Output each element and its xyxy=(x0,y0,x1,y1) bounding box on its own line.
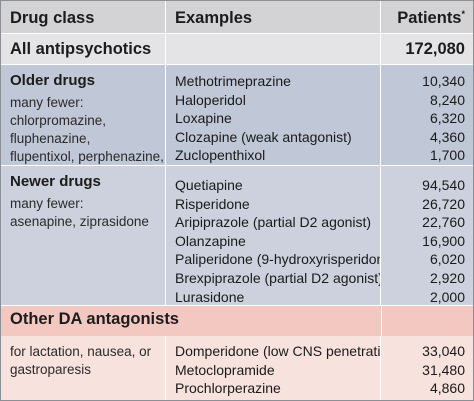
all-antipsychotics-patients: 172,080 xyxy=(405,40,465,58)
other-note-line: gastroparesis xyxy=(10,362,92,377)
older-drugs-class-cell: Older drugs many fewer: chlorpromazine, f… xyxy=(1,65,166,165)
older-drugs-note: many fewer: chlorpromazine, fluphenazine,… xyxy=(10,94,165,165)
older-drug-patients: 8,240 xyxy=(429,91,465,108)
all-antipsychotics-examples xyxy=(166,34,381,64)
older-drug-patients: 10,340 xyxy=(422,73,465,89)
newer-drug-example: Risperidone xyxy=(175,195,250,212)
older-drug-example: Clozapine (weak antagonist) xyxy=(175,128,352,145)
other-da-antagonists-examples: Domperidone (low CNS penetration) Metoclo… xyxy=(166,336,381,400)
newer-drug-patients: 26,720 xyxy=(422,195,465,212)
newer-drugs-note-line: asenapine, ziprasidone xyxy=(10,214,149,229)
footnote-mark: * xyxy=(461,9,465,19)
other-da-antagonists-note: for lactation, nausea, or gastroparesis xyxy=(1,336,166,400)
older-drug-example: Methotrimeprazine xyxy=(175,73,291,89)
newer-drug-patients: 16,900 xyxy=(422,232,465,249)
newer-drugs-row: Newer drugs many fewer: asenapine, zipras… xyxy=(1,166,473,306)
newer-drug-example: Quetiapine xyxy=(175,177,243,193)
header-patients-label: Patients xyxy=(397,9,462,27)
header-examples: Examples xyxy=(166,1,381,33)
other-drug-example: Metoclopramide xyxy=(175,361,275,378)
older-drugs-label: Older drugs xyxy=(10,72,96,89)
newer-drug-example: Olanzapine xyxy=(175,232,246,249)
other-drug-example: Domperidone (low CNS penetration) xyxy=(175,343,381,359)
older-drug-example: Haloperidol xyxy=(175,91,246,108)
other-drug-patients: 33,040 xyxy=(422,343,465,359)
header-patients: Patients* xyxy=(381,1,473,33)
newer-drug-patients: 2,920 xyxy=(429,269,465,286)
newer-drug-example: Aripiprazole (partial D2 agonist) xyxy=(175,214,372,231)
newer-drugs-label: Newer drugs xyxy=(10,173,101,190)
all-antipsychotics-row: All antipsychotics 172,080 xyxy=(1,34,473,65)
newer-drug-example: Lurasidone xyxy=(175,288,245,305)
other-note-line: for lactation, nausea, or xyxy=(10,344,152,359)
older-drugs-note-line: flupentixol, perphenazine, xyxy=(10,149,164,164)
newer-drugs-patients: 94,540 26,720 22,760 16,900 6,020 2,920 2,000 xyxy=(381,166,473,305)
other-da-antagonists-patient-counts: 33,040 31,480 4,860 xyxy=(381,336,473,400)
newer-drugs-note: many fewer: asenapine, ziprasidone xyxy=(10,195,165,231)
newer-drug-example: Paliperidone (9-hydroxyrisperidone) xyxy=(175,251,381,268)
newer-drug-patients: 2,000 xyxy=(429,288,465,305)
newer-drug-patients: 94,540 xyxy=(422,177,465,193)
other-drug-example: Prochlorperazine xyxy=(175,380,281,397)
older-drugs-patients: 10,340 8,240 6,320 4,360 1,700 xyxy=(381,65,473,165)
older-drugs-note-line: many fewer: xyxy=(10,95,84,110)
older-drug-example: Loxapine xyxy=(175,110,232,127)
newer-drug-example: Brexpiprazole (partial D2 agonist) xyxy=(175,269,381,286)
newer-drug-patients: 6,020 xyxy=(429,251,465,268)
all-antipsychotics-label: All antipsychotics xyxy=(1,34,166,64)
older-drug-patients: 4,360 xyxy=(429,128,465,145)
newer-drugs-class-cell: Newer drugs many fewer: asenapine, zipras… xyxy=(1,166,166,305)
older-drugs-note-line: chlorpromazine, fluphenazine, xyxy=(10,113,107,146)
other-drug-patients: 31,480 xyxy=(422,361,465,378)
older-drug-patients: 1,700 xyxy=(429,147,465,164)
newer-drug-patients: 22,760 xyxy=(422,214,465,231)
header-row: Drug class Examples Patients* xyxy=(1,1,473,34)
lactation-row: for lactation, nausea, or gastroparesis D… xyxy=(1,336,473,400)
other-da-antagonists-label: Other DA antagonists xyxy=(10,310,179,328)
other-da-antagonists-patients xyxy=(381,306,473,336)
older-drugs-row: Older drugs many fewer: chlorpromazine, f… xyxy=(1,65,473,166)
header-drug-class: Drug class xyxy=(1,1,166,33)
older-drug-example: Zuclopenthixol xyxy=(175,147,266,164)
other-drug-patients: 4,860 xyxy=(429,380,465,397)
newer-drugs-examples: Quetiapine Risperidone Aripiprazole (parti… xyxy=(166,166,381,305)
older-drugs-examples: Methotrimeprazine Haloperidol Loxapine Cloz… xyxy=(166,65,381,165)
older-drug-patients: 6,320 xyxy=(429,110,465,127)
other-da-antagonists-row: Other DA antagonists xyxy=(1,306,473,336)
newer-drugs-note-line: many fewer: xyxy=(10,196,84,211)
